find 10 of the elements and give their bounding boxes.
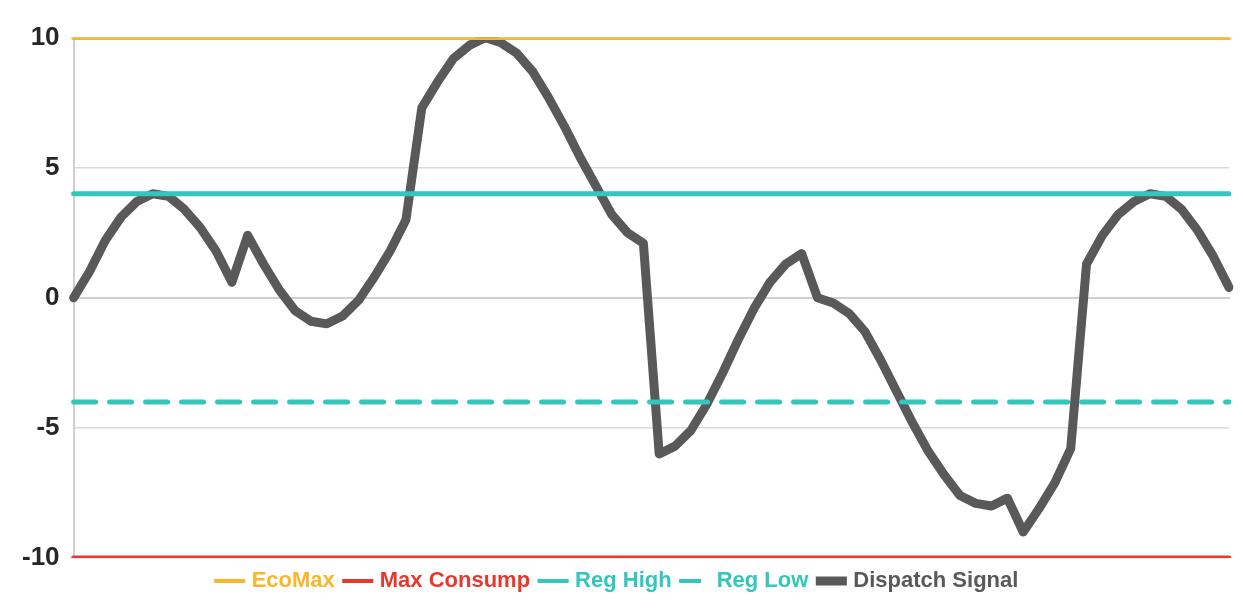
y-tick-label: 10 (30, 20, 60, 51)
legend-label: Reg High (575, 567, 672, 593)
y-tick-label: -5 (36, 411, 60, 442)
legend-label: EcoMax (251, 567, 336, 593)
legend-label: Reg Low (716, 567, 810, 593)
legend-label: Dispatch Signal (853, 567, 1019, 593)
legend-label: Max Consump (379, 567, 531, 593)
y-tick-label: 0 (45, 280, 60, 311)
y-tick-label: 5 (45, 150, 60, 181)
y-tick-label: -10 (22, 541, 60, 572)
